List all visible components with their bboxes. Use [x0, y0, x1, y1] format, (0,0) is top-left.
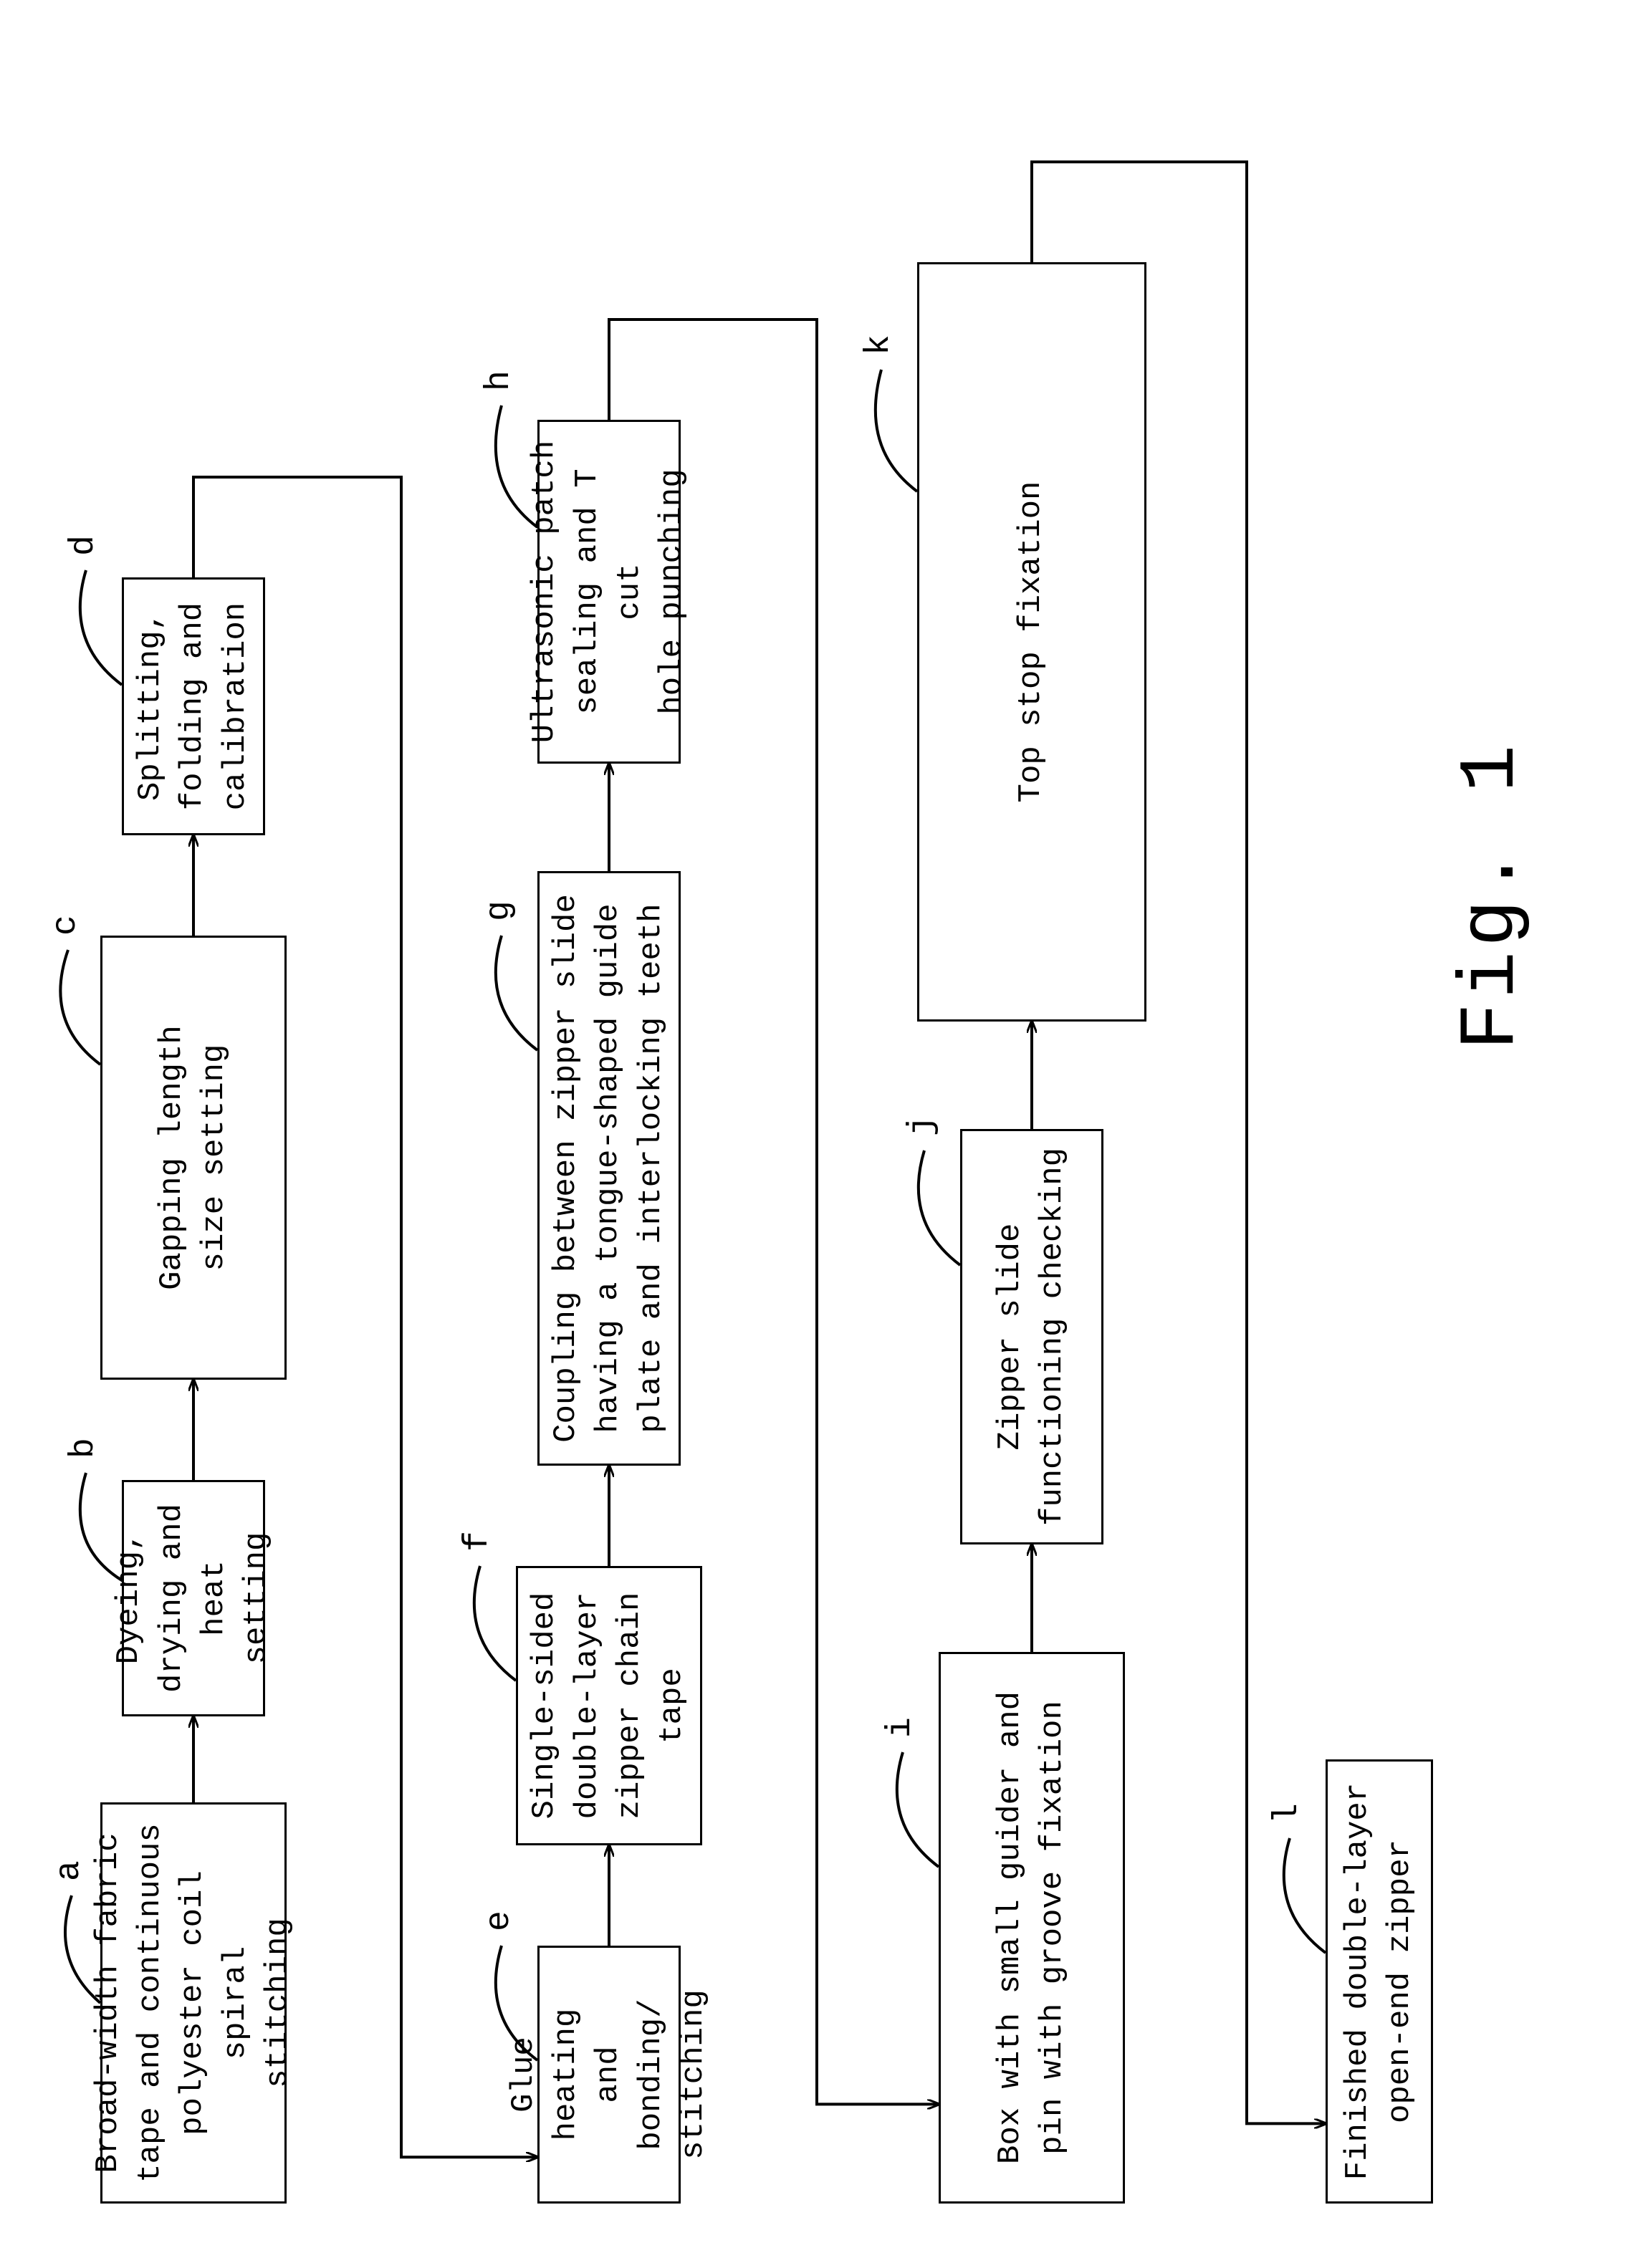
node-j: Zipper slidefunctioning checking — [960, 1129, 1103, 1544]
diagram-stage: Broad-width fabrictape and continuouspol… — [0, 0, 1648, 2268]
node-d: Splitting,folding andcalibration — [122, 577, 265, 835]
label-i: i — [881, 1717, 920, 1738]
label-j: j — [903, 1115, 942, 1136]
node-i: Box with small guider andpin with groove… — [939, 1652, 1125, 2204]
node-c-text: Gapping lengthsize setting — [151, 1025, 236, 1290]
label-l: l — [1268, 1803, 1307, 1824]
node-l: Finished double-layeropen-end zipper — [1326, 1759, 1433, 2204]
node-d-text: Splitting,folding andcalibration — [130, 602, 257, 810]
label-c: c — [47, 915, 85, 936]
leader-j — [919, 1150, 960, 1265]
node-h-text: Ultrasonic patchsealing and T cuthole pu… — [524, 436, 694, 747]
node-c: Gapping lengthsize setting — [100, 936, 287, 1380]
leader-f — [474, 1566, 516, 1681]
node-k-text: Top stop fixation — [1010, 481, 1053, 803]
node-f: Single-sideddouble-layerzipper chaintape — [516, 1566, 702, 1845]
node-j-text: Zipper slidefunctioning checking — [990, 1148, 1075, 1526]
leader-k — [876, 370, 917, 491]
leader-g — [496, 936, 537, 1050]
label-e: e — [480, 1911, 519, 1931]
node-f-text: Single-sideddouble-layerzipper chaintape — [524, 1592, 694, 1820]
node-i-text: Box with small guider andpin with groove… — [990, 1691, 1075, 2164]
figure-caption: Fig. 1 — [1447, 741, 1537, 1050]
leader-c — [60, 950, 100, 1065]
leader-l — [1284, 1838, 1326, 1953]
label-f: f — [459, 1531, 497, 1552]
node-k: Top stop fixation — [917, 262, 1146, 1022]
node-a-text: Broad-width fabrictape and continuouspol… — [87, 1819, 300, 2187]
label-b: b — [64, 1438, 103, 1459]
leader-i — [897, 1752, 939, 1867]
label-g: g — [480, 900, 519, 921]
node-b-text: Dyeing,drying andheat setting — [108, 1496, 279, 1700]
node-h: Ultrasonic patchsealing and T cuthole pu… — [537, 420, 681, 764]
label-a: a — [50, 1860, 89, 1881]
node-g: Coupling between zipper slidehaving a to… — [537, 871, 681, 1466]
node-e: Glue heatingand bonding/stitching — [537, 1946, 681, 2204]
leader-d — [80, 570, 122, 685]
node-b: Dyeing,drying andheat setting — [122, 1480, 265, 1716]
label-d: d — [64, 535, 103, 556]
label-h: h — [480, 370, 519, 391]
node-a: Broad-width fabrictape and continuouspol… — [100, 1802, 287, 2204]
node-l-text: Finished double-layeropen-end zipper — [1337, 1783, 1422, 2181]
label-k: k — [860, 335, 899, 355]
node-e-text: Glue heatingand bonding/stitching — [503, 1962, 716, 2187]
node-g-text: Coupling between zipper slidehaving a to… — [545, 894, 673, 1443]
